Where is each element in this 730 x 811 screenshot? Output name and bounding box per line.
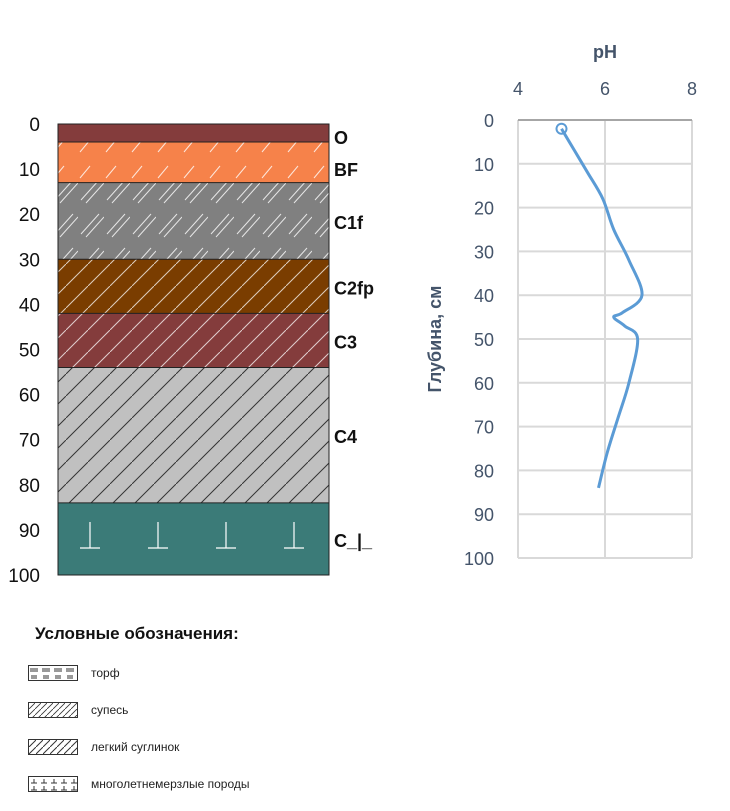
legend-label-light-loam: легкий суглинок xyxy=(91,740,180,754)
horizon-label: BF xyxy=(334,160,358,180)
horizon-pattern-4 xyxy=(58,313,329,368)
legend-label-permafrost: многолетнемерзлые породы xyxy=(91,777,250,791)
y-tick-label: 40 xyxy=(474,286,494,306)
depth-tick-label: 60 xyxy=(19,386,40,407)
depth-tick-label: 100 xyxy=(8,566,40,587)
x-tick-label: 4 xyxy=(513,79,523,99)
y-tick-label: 80 xyxy=(474,461,494,481)
x-tick-label: 6 xyxy=(600,79,610,99)
profile-border xyxy=(57,123,330,576)
horizon-pattern-1 xyxy=(58,142,329,183)
horizon-pattern-5 xyxy=(58,367,329,503)
horizon-label: C3 xyxy=(334,332,357,352)
x-tick-label: 8 xyxy=(687,79,697,99)
horizon-label: C_|_ xyxy=(334,531,373,551)
y-tick-label: 90 xyxy=(474,505,494,525)
horizon-pattern-6 xyxy=(58,502,329,575)
legend-item-light-loam: легкий суглинок xyxy=(28,738,179,756)
ph-line-chart: 0 10 20 30 40 50 60 70 80 90 100 4 6 8 pH Глубина, см xyxy=(425,42,697,569)
y-tick-label: 60 xyxy=(474,374,494,394)
soil-profile-chart: O BF C1f C2fp C3 C4 C_|_ 0 10 20 30 40 50 60 70 80 90 100 xyxy=(8,115,374,587)
horizon-label: C2fp xyxy=(334,278,374,298)
horizon-pattern-3 xyxy=(58,259,329,314)
y-tick-label: 20 xyxy=(474,199,494,219)
legend-label-sandy-loam: супесь xyxy=(91,703,129,717)
legend-item-sandy-loam: супесь xyxy=(28,701,128,719)
y-tick-label: 50 xyxy=(474,330,494,350)
legend-swatch-peat xyxy=(28,665,78,681)
y-tick-label: 30 xyxy=(474,242,494,262)
depth-tick-label: 70 xyxy=(19,431,40,452)
legend-label-peat: торф xyxy=(91,666,120,680)
horizon-label: C4 xyxy=(334,427,357,447)
depth-tick-label: 80 xyxy=(19,476,40,497)
y-tick-label: 70 xyxy=(474,418,494,438)
depth-tick-label: 10 xyxy=(19,160,40,181)
legend-item-peat: торф xyxy=(28,664,120,682)
chart-title: pH xyxy=(593,42,617,62)
depth-tick-label: 90 xyxy=(19,521,40,542)
ph-series-line xyxy=(560,127,644,489)
depth-tick-label: 40 xyxy=(19,295,40,316)
legend-swatch-sandy-loam xyxy=(28,702,78,718)
legend-title: Условные обозначения: xyxy=(35,624,239,643)
legend-swatch-light-loam xyxy=(28,739,78,755)
legend-item-permafrost: многолетнемерзлые породы xyxy=(28,775,250,793)
y-tick-label: 100 xyxy=(464,549,494,569)
depth-tick-label: 20 xyxy=(19,205,40,226)
legend-swatch-permafrost xyxy=(28,776,78,792)
depth-tick-label: 50 xyxy=(19,341,40,362)
y-tick-label: 0 xyxy=(484,111,494,131)
ph-start-marker xyxy=(555,122,568,135)
y-axis-label: Глубина, см xyxy=(425,286,445,393)
horizon-label: O xyxy=(334,128,348,148)
horizon-pattern-2 xyxy=(58,182,329,260)
y-tick-label: 10 xyxy=(474,155,494,175)
depth-tick-label: 30 xyxy=(19,250,40,271)
depth-tick-label: 0 xyxy=(29,115,40,136)
horizon-label: C1f xyxy=(334,213,364,233)
horizon-0 xyxy=(58,124,329,143)
